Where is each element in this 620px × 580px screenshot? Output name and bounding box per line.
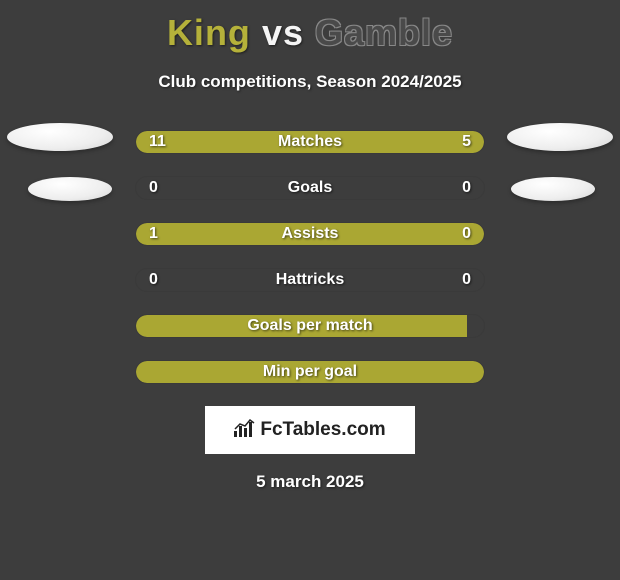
stat-label: Min per goal — [135, 360, 485, 384]
vs-text: vs — [262, 12, 304, 53]
stat-label: Assists — [135, 222, 485, 246]
stat-row: Goals per match — [135, 314, 485, 338]
stat-value-left: 0 — [149, 176, 158, 200]
stat-row: Min per goal — [135, 360, 485, 384]
logo-chart-icon — [234, 419, 256, 442]
stat-value-right: 0 — [462, 222, 471, 246]
footer-logo[interactable]: FcTables.com — [205, 406, 415, 454]
stat-value-right: 0 — [462, 176, 471, 200]
comparison-title: King vs Gamble — [0, 0, 620, 54]
stat-row: Assists1 0 — [135, 222, 485, 246]
player1-token-large — [7, 123, 113, 151]
stat-label: Hattricks — [135, 268, 485, 292]
subtitle: Club competitions, Season 2024/2025 — [0, 72, 620, 92]
stat-label: Goals per match — [135, 314, 485, 338]
stats-container: Matches115Goals00Assists10Hattricks00Goa… — [135, 130, 485, 384]
stat-row: Goals0 0 — [135, 176, 485, 200]
player2-token-small — [511, 177, 595, 201]
stat-value-left: 11 — [149, 130, 166, 154]
stat-label: Matches — [135, 130, 485, 154]
stat-value-left: 1 — [149, 222, 158, 246]
logo-text: FcTables.com — [260, 419, 385, 441]
stat-label: Goals — [135, 176, 485, 200]
player2-token-large — [507, 123, 613, 151]
stat-row: Matches11 5 — [135, 130, 485, 154]
stat-value-left: 0 — [149, 268, 158, 292]
stat-value-right: 5 — [462, 130, 471, 154]
footer-date: 5 march 2025 — [0, 472, 620, 492]
player1-name: King — [167, 12, 251, 53]
stat-row: Hattricks0 0 — [135, 268, 485, 292]
stat-value-right: 0 — [462, 268, 471, 292]
player1-token-small — [28, 177, 112, 201]
player2-name: Gamble — [315, 12, 453, 53]
